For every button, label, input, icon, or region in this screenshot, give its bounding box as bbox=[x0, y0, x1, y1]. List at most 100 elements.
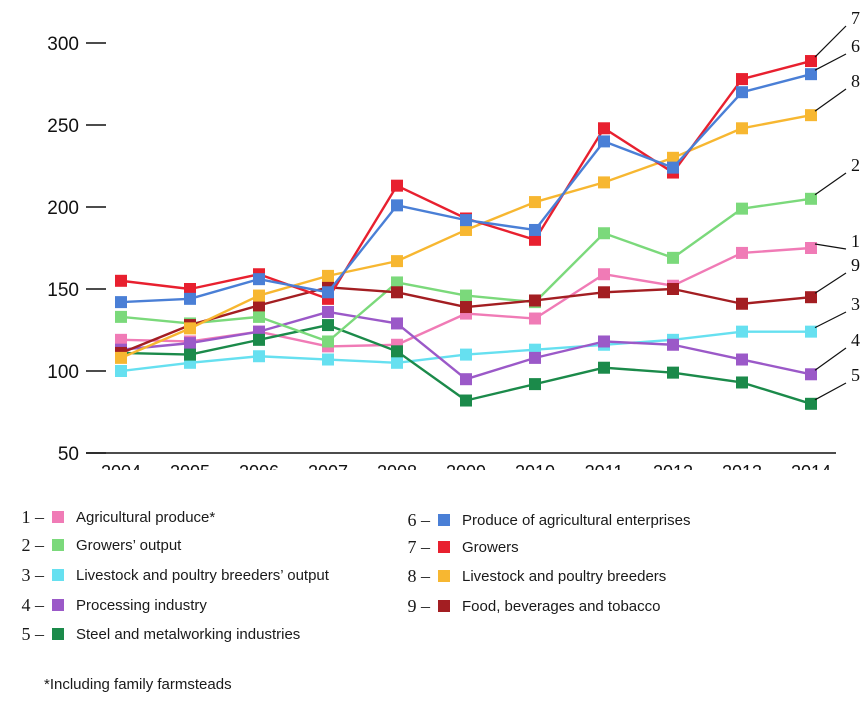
legend-swatch bbox=[52, 599, 64, 611]
legend-label: Steel and metalworking industries bbox=[76, 625, 301, 643]
series-3 bbox=[115, 325, 817, 377]
data-point bbox=[322, 269, 334, 282]
data-point bbox=[529, 312, 541, 325]
y-tick-label: 300 bbox=[47, 34, 79, 55]
legend-swatch bbox=[438, 541, 450, 553]
data-point bbox=[598, 122, 610, 135]
data-point bbox=[460, 223, 472, 236]
data-point bbox=[805, 291, 817, 304]
data-point bbox=[460, 394, 472, 407]
data-point bbox=[184, 283, 196, 295]
legend-swatch bbox=[438, 570, 450, 582]
legend-item-2: 2 – Growers’ output bbox=[0, 532, 182, 558]
series-end-label: 1 bbox=[851, 231, 860, 251]
x-tick-label: 2006 bbox=[239, 462, 279, 470]
series-end-label: 9 bbox=[851, 255, 860, 275]
data-point bbox=[460, 289, 472, 302]
legend-item-1: 1 – Agricultural produce* bbox=[0, 504, 216, 530]
data-point bbox=[667, 366, 679, 379]
legend-swatch bbox=[52, 628, 64, 640]
data-point bbox=[391, 286, 403, 299]
data-point bbox=[598, 268, 610, 281]
legend-swatch bbox=[52, 569, 64, 581]
data-point bbox=[115, 310, 127, 323]
legend-item-7: 7 – Growers bbox=[386, 534, 519, 560]
data-point bbox=[184, 292, 196, 305]
leader-line bbox=[814, 25, 847, 58]
data-point bbox=[529, 223, 541, 236]
leader-line bbox=[814, 172, 847, 196]
series-4 bbox=[115, 305, 817, 386]
data-point bbox=[460, 348, 472, 361]
data-point bbox=[115, 274, 127, 287]
legend-number: 2 – bbox=[21, 534, 45, 555]
series-end-label: 5 bbox=[851, 365, 860, 385]
data-point bbox=[253, 310, 265, 323]
data-point bbox=[736, 202, 748, 215]
legend-label: Processing industry bbox=[76, 596, 207, 614]
x-tick-label: 2010 bbox=[515, 462, 555, 470]
data-point bbox=[805, 242, 817, 254]
legend-item-5: 5 – Steel and metalworking industries bbox=[0, 621, 301, 647]
data-point bbox=[736, 376, 748, 389]
data-point bbox=[598, 135, 610, 148]
data-point bbox=[184, 337, 196, 350]
leader-line bbox=[814, 88, 847, 112]
data-point bbox=[598, 335, 610, 348]
x-tick-label: 2005 bbox=[170, 462, 210, 470]
legend-label: Produce of agricultural enterprises bbox=[462, 511, 691, 529]
data-point bbox=[391, 276, 403, 289]
data-point bbox=[322, 305, 334, 318]
series-end-label: 4 bbox=[851, 330, 860, 350]
data-point bbox=[253, 333, 265, 346]
data-point bbox=[736, 122, 748, 135]
data-point bbox=[460, 214, 472, 227]
data-point bbox=[598, 227, 610, 240]
legend-item-4: 4 – Processing industry bbox=[0, 592, 207, 618]
legend-number: 5 – bbox=[21, 623, 45, 644]
x-tick-label: 2008 bbox=[377, 462, 417, 470]
data-point bbox=[391, 255, 403, 268]
data-point bbox=[391, 199, 403, 212]
series-layer bbox=[115, 55, 817, 410]
leader-line bbox=[814, 53, 847, 71]
x-tick-label: 2009 bbox=[446, 462, 486, 470]
y-tick-label: 50 bbox=[58, 444, 79, 465]
series-line bbox=[120, 310, 812, 381]
data-point bbox=[805, 325, 817, 338]
data-point bbox=[253, 299, 265, 312]
series-8 bbox=[115, 109, 817, 364]
legend-label: Growers bbox=[462, 538, 519, 556]
legend-item-8: 8 – Livestock and poultry breeders bbox=[386, 563, 667, 589]
data-point bbox=[667, 283, 679, 295]
data-point bbox=[529, 233, 541, 246]
data-point bbox=[736, 325, 748, 338]
data-point bbox=[391, 345, 403, 358]
data-point bbox=[115, 351, 127, 364]
legend-label: Food, beverages and tobacco bbox=[462, 597, 661, 615]
footnote: *Including family farmsteads bbox=[44, 676, 232, 693]
series-end-labels: 1 2 3 4 5 6 7 8 9 bbox=[814, 8, 860, 401]
series-5 bbox=[115, 319, 817, 410]
data-point bbox=[736, 353, 748, 366]
legend-number: 6 – bbox=[407, 509, 431, 530]
data-point bbox=[529, 351, 541, 364]
data-point bbox=[460, 301, 472, 314]
data-point bbox=[184, 322, 196, 335]
series-line bbox=[120, 113, 812, 359]
leader-line bbox=[814, 311, 847, 329]
legend-label: Growers’ output bbox=[76, 536, 182, 554]
data-point bbox=[805, 397, 817, 410]
data-point bbox=[529, 196, 541, 209]
x-tick-label: 2013 bbox=[722, 462, 762, 470]
data-point bbox=[598, 176, 610, 189]
data-point bbox=[253, 289, 265, 302]
data-point bbox=[322, 335, 334, 348]
legend-number: 9 – bbox=[407, 595, 431, 616]
data-point bbox=[805, 68, 817, 81]
leader-line bbox=[814, 347, 847, 371]
x-tick-label: 2004 bbox=[101, 462, 141, 470]
legend-item-9: 9 – Food, beverages and tobacco bbox=[386, 593, 661, 619]
legend-swatch bbox=[52, 539, 64, 551]
